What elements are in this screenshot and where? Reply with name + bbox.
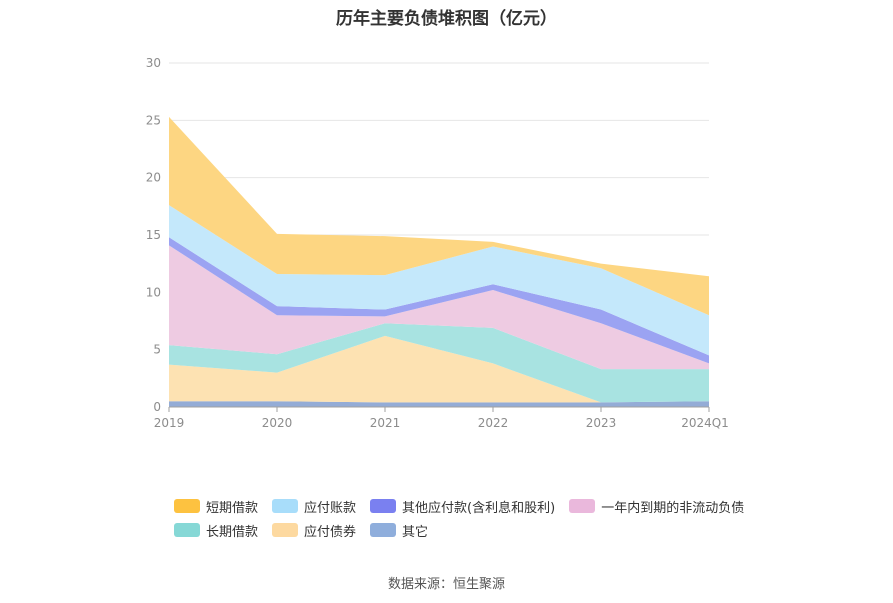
- legend-item[interactable]: 一年内到期的非流动负债: [569, 497, 744, 516]
- legend-row: 短期借款 应付账款 其他应付款(含利息和股利) 一年内到期的非流动负债: [174, 494, 774, 518]
- legend-label: 长期借款: [206, 524, 259, 540]
- legend-swatch: [174, 499, 200, 513]
- x-tick-label: 2023: [586, 416, 617, 430]
- legend-item[interactable]: 短期借款: [174, 497, 258, 516]
- data-source-note: 数据来源：恒生聚源: [387, 577, 505, 592]
- area-series-4: [169, 237, 709, 364]
- legend-label: 其他应付款(含利息和股利): [402, 500, 556, 516]
- legend-row: 长期借款 应付债券 其它: [174, 518, 774, 542]
- legend-item[interactable]: 其它: [370, 521, 428, 540]
- legend-label: 短期借款: [206, 500, 259, 516]
- legend-swatch: [370, 499, 397, 513]
- legend-swatch: [174, 523, 200, 537]
- area-series-2: [169, 323, 709, 403]
- y-tick-label: 15: [146, 228, 161, 242]
- chart-title: 历年主要负债堆积图（亿元）: [336, 9, 557, 29]
- legend-item[interactable]: 应付债券: [272, 521, 356, 540]
- area-series-6: [169, 116, 709, 316]
- legend-swatch: [272, 523, 299, 537]
- x-tick-label: 2021: [370, 416, 401, 430]
- x-tick-label: 2020: [262, 416, 293, 430]
- area-series-1: [169, 335, 709, 403]
- y-tick-label: 25: [146, 113, 161, 127]
- legend: 短期借款 应付账款 其他应付款(含利息和股利) 一年内到期的非流动负债长期借款 应付债券…: [174, 494, 774, 542]
- legend-label: 应付账款: [304, 500, 357, 516]
- legend-item[interactable]: 长期借款: [174, 521, 258, 540]
- legend-swatch: [370, 523, 397, 537]
- legend-label: 一年内到期的非流动负债: [601, 500, 745, 516]
- legend-label: 其它: [402, 524, 429, 540]
- area-series-0: [169, 401, 709, 407]
- area-series: [169, 116, 709, 407]
- y-tick-label: 0: [153, 400, 161, 414]
- y-tick-label: 20: [146, 171, 161, 185]
- legend-label: 应付债券: [304, 524, 357, 540]
- y-tick-label: 30: [146, 56, 161, 70]
- area-series-5: [169, 205, 709, 356]
- legend-swatch: [569, 499, 596, 513]
- legend-swatch: [272, 499, 299, 513]
- x-tick-label: 2024Q1: [681, 416, 729, 430]
- y-tick-label: 5: [153, 343, 161, 357]
- legend-item[interactable]: 其他应付款(含利息和股利): [370, 497, 555, 516]
- legend-item[interactable]: 应付账款: [272, 497, 356, 516]
- axes: 0 5 10 15 20 25 30 2019 2020 2021 2022 2023 2024Q1: [146, 56, 729, 430]
- x-tick-label: 2022: [478, 416, 509, 430]
- y-tick-label: 10: [146, 285, 161, 299]
- x-tick-label: 2019: [154, 416, 185, 430]
- area-series-3: [169, 245, 709, 370]
